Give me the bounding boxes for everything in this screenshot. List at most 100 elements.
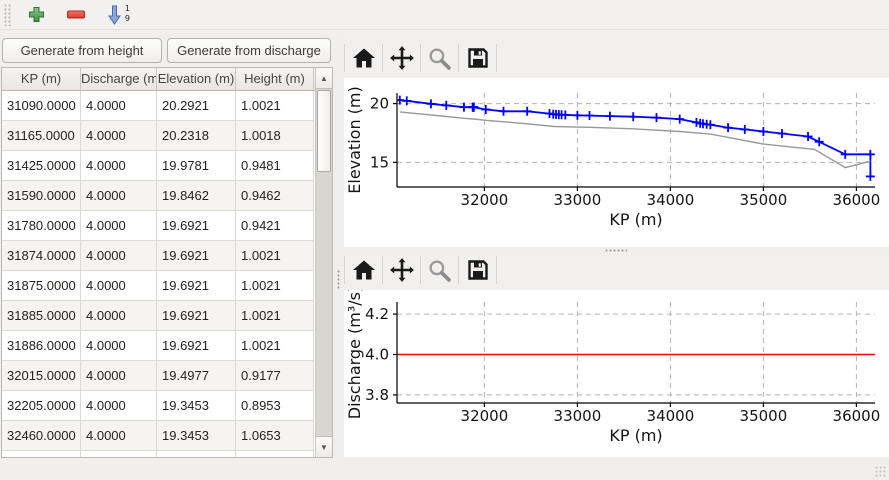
window-resize-grip[interactable] [875, 466, 887, 478]
table-row: 31165.0000 4.0000 20.2318 1.0018 [2, 121, 315, 151]
table-cell[interactable]: 19.3453 [157, 391, 236, 421]
table-cell[interactable]: 31875.0000 [2, 271, 81, 301]
table-cell[interactable]: 0.9481 [236, 151, 314, 181]
table-cell[interactable]: 0.9177 [236, 361, 314, 391]
zoom-button[interactable] [421, 254, 458, 286]
table-cell[interactable]: 4.0000 [81, 211, 157, 241]
table-cell[interactable]: 19.8462 [157, 181, 236, 211]
generate-from-height-button[interactable]: Generate from height [2, 38, 162, 63]
home-button[interactable] [345, 254, 382, 286]
table-cell[interactable]: 19.6921 [157, 331, 236, 361]
table-row: 31874.0000 4.0000 19.6921 1.0021 [2, 241, 315, 271]
x-tick-label: 35000 [740, 191, 788, 209]
table-cell[interactable]: 19.9781 [157, 151, 236, 181]
x-tick-label: 32000 [461, 191, 509, 209]
scrollbar-up-arrow[interactable]: ▲ [316, 68, 332, 89]
table-cell[interactable]: 4.0000 [81, 181, 157, 211]
table-cell[interactable]: 4.0000 [81, 241, 157, 271]
table-cell[interactable]: 31425.0000 [2, 151, 81, 181]
y-tick-label: 3.8 [365, 386, 389, 404]
water-elevation-line [399, 99, 872, 177]
table-cell[interactable]: 19.3453 [157, 421, 236, 451]
table-cell[interactable]: 32015.0000 [2, 361, 81, 391]
table-cell[interactable]: 1.0018 [236, 121, 314, 151]
table-row: 31090.0000 4.0000 20.2921 1.0021 [2, 91, 315, 121]
table-cell[interactable]: 32205.0000 [2, 391, 81, 421]
table-cell[interactable]: 4.0000 [81, 91, 157, 121]
table-cell[interactable]: 4.0000 [81, 151, 157, 181]
table-cell[interactable]: 0.8953 [236, 391, 314, 421]
column-header-discharge[interactable]: Discharge (m³/s) [81, 68, 157, 91]
table-cell[interactable]: 31165.0000 [2, 121, 81, 151]
table-row: 32205.0000 4.0000 19.3453 0.8953 [2, 391, 315, 421]
table-cell[interactable] [157, 451, 236, 457]
table-cell[interactable]: 31885.0000 [2, 301, 81, 331]
home-icon [352, 48, 375, 68]
table-cell[interactable]: 1.0021 [236, 241, 314, 271]
x-tick-label: 34000 [647, 191, 695, 209]
sort-numeric-ascending-icon [108, 5, 121, 25]
column-header-elevation[interactable]: Elevation (m) [157, 68, 236, 91]
column-header-kp[interactable]: KP (m) [2, 68, 81, 91]
pan-button[interactable] [383, 42, 420, 74]
generate-from-discharge-button[interactable]: Generate from discharge [167, 38, 331, 63]
table-cell[interactable]: 4.0000 [81, 301, 157, 331]
home-button[interactable] [345, 42, 382, 74]
table-cell[interactable]: 4.0000 [81, 271, 157, 301]
scrollbar-thumb[interactable] [317, 90, 331, 172]
table-cell[interactable]: 31090.0000 [2, 91, 81, 121]
table-cell[interactable]: 31780.0000 [2, 211, 81, 241]
delete-row-button[interactable] [61, 3, 91, 27]
table-cell[interactable]: 1.0653 [236, 421, 314, 451]
table-cell[interactable]: 19.6921 [157, 271, 236, 301]
zoom-button[interactable] [421, 42, 458, 74]
table-cell[interactable]: 0.9421 [236, 211, 314, 241]
save-button[interactable] [459, 42, 496, 74]
save-button[interactable] [459, 254, 496, 286]
sort-rows-button[interactable]: 1 9 [101, 3, 131, 27]
axes: 32000 33000 34000 35000 36000 15 20 KP (m) Eleva… [345, 86, 880, 229]
table-cell[interactable]: 1.0021 [236, 331, 314, 361]
table-cell[interactable]: 31874.0000 [2, 241, 81, 271]
table-cell[interactable]: 31590.0000 [2, 181, 81, 211]
table-cell[interactable]: 4.0000 [81, 391, 157, 421]
table-cell[interactable]: 19.6921 [157, 241, 236, 271]
x-tick-label: 33000 [554, 407, 602, 425]
elevation-chart-canvas[interactable]: 32000 33000 34000 35000 36000 15 20 KP (m) Eleva… [344, 30, 889, 247]
table-cell[interactable]: 20.2921 [157, 91, 236, 121]
table-cell[interactable]: 4.0000 [81, 361, 157, 391]
table-cell[interactable] [2, 451, 81, 457]
table-cell[interactable]: 0.9462 [236, 181, 314, 211]
table-cell[interactable]: 19.6921 [157, 211, 236, 241]
table-cell[interactable]: 19.4977 [157, 361, 236, 391]
table-cell[interactable]: 32460.0000 [2, 421, 81, 451]
table-cell[interactable]: 1.0021 [236, 301, 314, 331]
table-cell[interactable]: 1.0021 [236, 271, 314, 301]
water-elevation-series [397, 95, 875, 181]
table-row: 31780.0000 4.0000 19.6921 0.9421 [2, 211, 315, 241]
table-cell[interactable] [236, 451, 314, 457]
x-axis-label: KP (m) [609, 426, 662, 445]
table-cell[interactable]: 4.0000 [81, 421, 157, 451]
table-header-row: KP (m) Discharge (m³/s) Elevation (m) He… [2, 68, 332, 91]
table-cell[interactable]: 4.0000 [81, 331, 157, 361]
table-cell[interactable] [81, 451, 157, 457]
panel-splitter-vertical[interactable] [333, 30, 344, 480]
splitter-handle-icon [605, 249, 627, 253]
pan-button[interactable] [383, 254, 420, 286]
discharge-chart-canvas[interactable]: 32000 33000 34000 35000 36000 3.8 4.0 4.2 KP (m)… [344, 254, 889, 457]
table-cell[interactable]: 4.0000 [81, 121, 157, 151]
table-cell[interactable]: 20.2318 [157, 121, 236, 151]
toolbar-drag-handle[interactable] [4, 3, 11, 26]
bed-elevation-line [399, 111, 871, 169]
table-cell[interactable]: 31886.0000 [2, 331, 81, 361]
add-row-button[interactable] [21, 3, 51, 27]
table-row: 32015.0000 4.0000 19.4977 0.9177 [2, 361, 315, 391]
table-vertical-scrollbar[interactable]: ▲ ▼ [315, 68, 332, 457]
table-cell[interactable]: 19.6921 [157, 301, 236, 331]
scrollbar-down-arrow[interactable]: ▼ [316, 436, 332, 457]
column-header-height[interactable]: Height (m) [236, 68, 314, 91]
figure-splitter-horizontal[interactable] [344, 247, 889, 254]
table-cell[interactable]: 1.0021 [236, 91, 314, 121]
